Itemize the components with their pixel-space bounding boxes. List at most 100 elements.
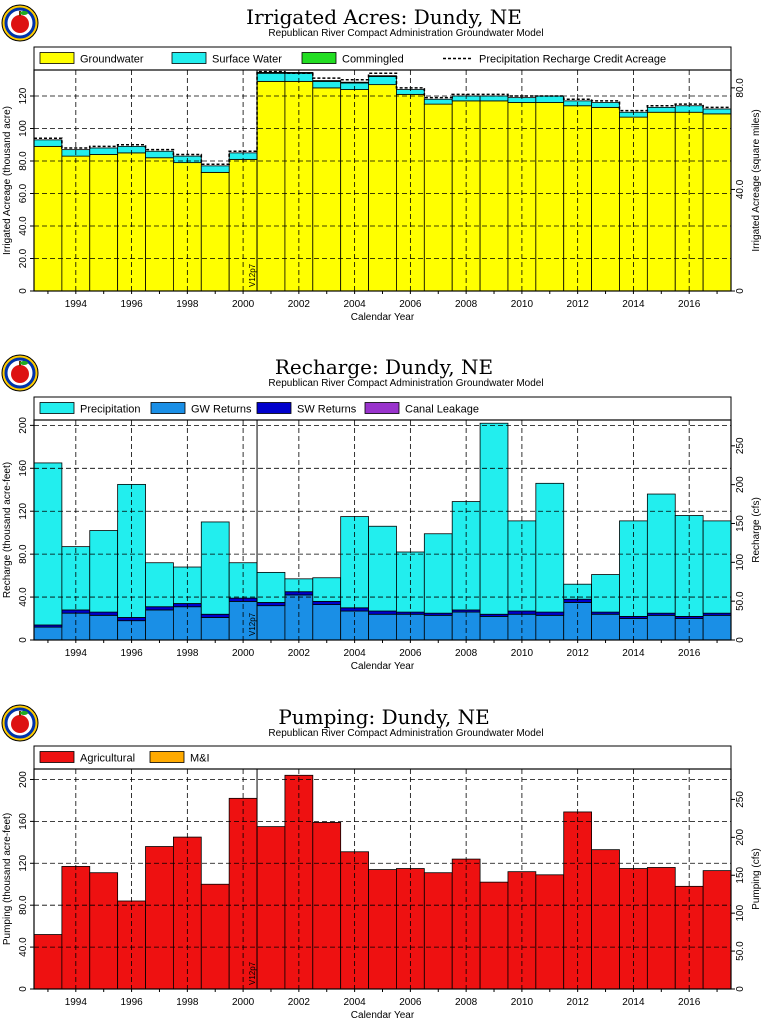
bar-surface-water	[479, 95, 509, 102]
bar-groundwater	[702, 113, 732, 292]
bar-sw-returns	[145, 606, 174, 611]
chart-title: Recharge: Dundy, NE	[275, 355, 493, 379]
chart-subtitle: Republican River Compact Administration …	[268, 378, 543, 389]
y-axis-label: Pumping (thousand acre-feet)	[2, 813, 13, 945]
logo-apple-icon	[11, 365, 29, 383]
y-tick-label: 200	[18, 771, 29, 788]
legend-label: SW Returns	[297, 404, 357, 416]
x-tick-label: 2002	[288, 997, 311, 1008]
logo-icon-1	[1, 4, 39, 42]
bar-agricultural	[368, 869, 397, 990]
y2-axis-label: Recharge (cfs)	[751, 497, 762, 563]
bar-gw-returns	[312, 604, 342, 641]
bar-agricultural	[646, 867, 676, 990]
bar-precipitation	[479, 422, 509, 615]
bar-groundwater	[145, 157, 174, 292]
x-tick-label: 2006	[399, 997, 422, 1008]
legend-swatch	[39, 52, 75, 64]
y-tick-label: 40.0	[18, 587, 29, 607]
bar-precipitation	[33, 462, 63, 626]
legend-label: Precipitation Recharge Credit Acreage	[479, 54, 666, 66]
logo-stem	[19, 711, 21, 716]
bar-precipitation	[340, 516, 369, 609]
legend-swatch	[150, 402, 186, 414]
bar-agricultural	[312, 822, 342, 990]
bar-surface-water	[145, 150, 174, 159]
y2-tick-label: 80.0	[735, 78, 746, 98]
bar-gw-returns	[61, 612, 91, 641]
version-marker-label: V12p7	[248, 961, 257, 985]
bar-precipitation	[591, 574, 620, 613]
legend-swatch	[171, 52, 207, 64]
x-tick-label: 2016	[678, 299, 701, 310]
x-tick-label: 2008	[455, 299, 478, 310]
logo-stem	[19, 361, 21, 366]
bar-precipitation	[535, 482, 565, 613]
chart-title: Pumping: Dundy, NE	[278, 705, 489, 729]
bar-groundwater	[423, 103, 453, 292]
y2-tick-label: 150	[735, 515, 746, 532]
bar-surface-water	[256, 72, 286, 82]
x-tick-label: 2004	[343, 299, 366, 310]
chart-subtitle: Republican River Compact Administration …	[268, 28, 543, 39]
bar-gw-returns	[479, 615, 509, 641]
bar-precipitation	[200, 521, 230, 615]
bar-precipitation	[89, 530, 119, 613]
x-tick-label: 1998	[176, 997, 199, 1008]
bar-agricultural	[89, 872, 119, 990]
x-tick-label: 2000	[232, 299, 255, 310]
logo-apple-icon	[11, 715, 29, 733]
bar-commingled	[312, 80, 342, 82]
x-tick-label: 2014	[622, 997, 645, 1008]
bar-surface-water	[33, 139, 63, 147]
bar-commingled	[368, 75, 397, 77]
y2-tick-label: 250	[735, 437, 746, 454]
x-tick-label: 2006	[399, 648, 422, 659]
y-tick-label: 120	[18, 855, 29, 872]
bar-surface-water	[368, 76, 397, 86]
y-tick-label: 80.0	[18, 151, 29, 171]
x-tick-label: 1996	[120, 299, 143, 310]
chart-subtitle: Republican River Compact Administration …	[268, 728, 543, 739]
legend-label: Surface Water	[212, 54, 282, 66]
bar-groundwater	[646, 111, 676, 292]
y2-tick-label: 200	[735, 476, 746, 493]
y-tick-label: 20.0	[18, 248, 29, 268]
bar-surface-water	[200, 165, 230, 173]
y2-tick-label: 250	[735, 791, 746, 808]
bar-gw-returns	[33, 626, 63, 641]
bar-sw-returns	[89, 611, 119, 616]
bar-precipitation	[423, 533, 453, 614]
bar-sw-returns	[256, 602, 286, 607]
legend-label: Agricultural	[80, 753, 135, 765]
bar-surface-water	[89, 147, 119, 155]
y2-axis-label: Pumping (cfs)	[751, 848, 762, 910]
bar-agricultural	[423, 872, 453, 990]
y-tick-label: 80.0	[18, 895, 29, 915]
y-tick-label: 80.0	[18, 544, 29, 564]
x-tick-label: 2014	[622, 648, 645, 659]
bar-groundwater	[591, 106, 620, 292]
bar-groundwater	[479, 100, 509, 292]
bar-groundwater	[256, 80, 286, 292]
bar-agricultural	[33, 934, 63, 990]
legend-label: Groundwater	[80, 54, 144, 66]
bar-gw-returns	[646, 614, 676, 641]
bar-agricultural	[479, 881, 509, 990]
bar-commingled	[256, 72, 286, 74]
y-tick-label: 200	[18, 417, 29, 434]
x-tick-label: 2012	[567, 648, 590, 659]
bar-gw-returns	[396, 613, 425, 641]
bar-gw-returns	[200, 617, 230, 641]
logo-apple-icon	[11, 15, 29, 33]
bar-agricultural	[340, 851, 369, 990]
x-tick-label: 2010	[511, 648, 534, 659]
x-tick-label: 2004	[343, 997, 366, 1008]
bar-gw-returns	[702, 614, 732, 641]
legend-swatch	[364, 402, 400, 414]
bar-precipitation	[646, 493, 676, 614]
logo-icon-3	[1, 704, 39, 742]
y2-tick-label: 0	[735, 986, 746, 992]
bar-precipitation	[702, 520, 732, 614]
